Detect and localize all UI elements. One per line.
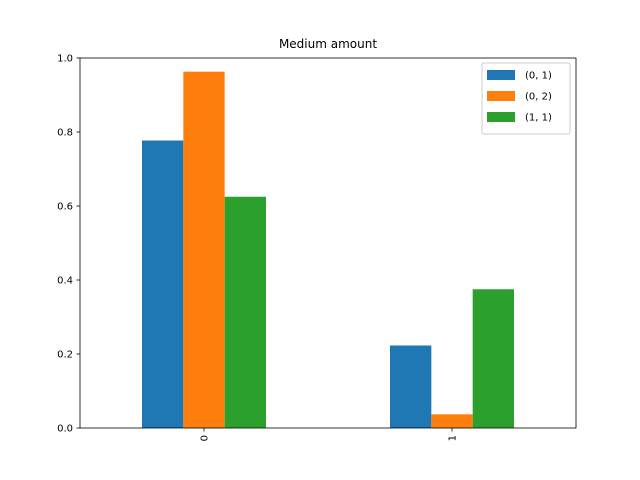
x-tick-label: 1 <box>448 435 459 441</box>
legend-label: (1, 1) <box>525 113 552 124</box>
y-axis: 0.0 0.2 0.4 0.6 0.8 1.0 <box>57 54 80 435</box>
legend: (0, 1) (0, 2) (1, 1) <box>481 62 571 135</box>
y-tick-label: 1.0 <box>57 54 73 65</box>
x-tick-label: 0 <box>200 435 211 441</box>
legend-label: (0, 2) <box>525 92 552 103</box>
bar-2-cat-1 <box>431 414 473 428</box>
bar-2-cat-0 <box>183 71 225 428</box>
bar-1-cat-0 <box>142 140 184 428</box>
plot-frame <box>79 57 577 429</box>
legend-label: (0, 1) <box>525 71 552 82</box>
y-tick-label: 0.2 <box>57 350 73 361</box>
legend-swatch <box>487 112 515 122</box>
bar-3-cat-0 <box>224 196 266 428</box>
y-tick-label: 0.0 <box>57 424 73 435</box>
chart-title: Medium amount <box>279 37 377 51</box>
bar-1-cat-1 <box>390 345 432 428</box>
y-tick-label: 0.4 <box>57 276 73 287</box>
y-tick-label: 0.8 <box>57 128 73 139</box>
bars-group <box>142 71 514 428</box>
bar-3-cat-1 <box>472 289 514 428</box>
legend-swatch <box>487 70 515 80</box>
y-tick-label: 0.6 <box>57 202 73 213</box>
legend-swatch <box>487 91 515 101</box>
